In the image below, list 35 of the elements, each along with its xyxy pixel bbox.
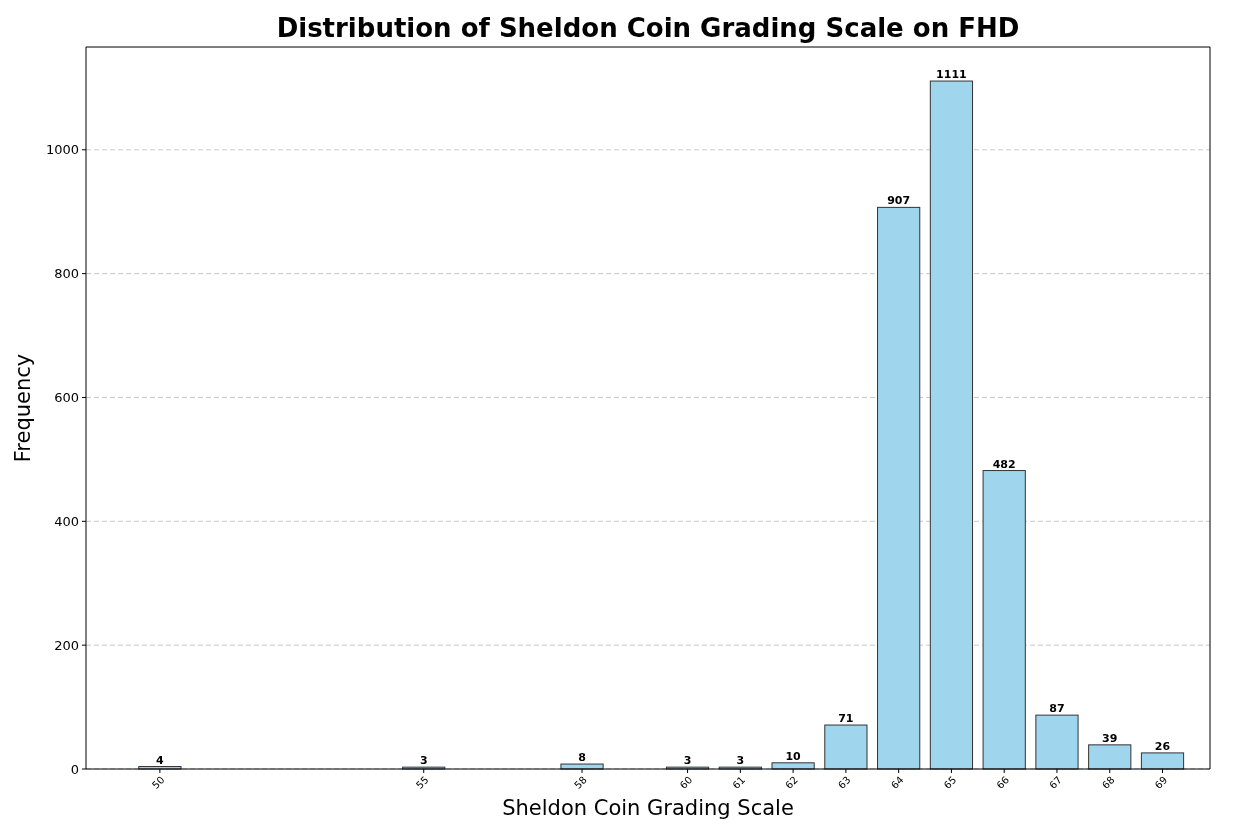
data-label: 26 [1154, 739, 1171, 753]
x-tick-label: 50 [149, 774, 167, 791]
y-axis-title: Frequency [11, 353, 35, 463]
data-label: 8 [578, 751, 586, 765]
x-tick-label: 67 [1047, 774, 1064, 791]
data-label: 4 [156, 753, 165, 767]
x-tick-label: 66 [994, 774, 1012, 791]
x-tick-label: 69 [1152, 774, 1170, 791]
x-axis-title: Sheldon Coin Grading Scale [502, 796, 794, 820]
data-label: 39 [1102, 731, 1118, 745]
x-tick-label: 68 [1099, 774, 1117, 791]
data-label: 482 [992, 457, 1016, 471]
data-label: 87 [1049, 702, 1065, 716]
data-label: 71 [838, 712, 854, 726]
y-tick-label: 200 [54, 637, 79, 653]
y-tick-label: 600 [54, 390, 79, 406]
y-tick-label: 400 [54, 513, 79, 529]
data-label: 3 [736, 754, 745, 768]
y-tick-label: 0 [70, 761, 79, 777]
data-label: 3 [683, 754, 692, 768]
x-tick-label: 65 [941, 774, 959, 791]
data-label: 3 [419, 754, 428, 768]
data-label: 907 [887, 194, 911, 208]
y-tick-label: 1000 [45, 142, 79, 158]
x-tick-label: 63 [835, 774, 853, 791]
x-tick-label: 64 [888, 774, 906, 791]
chart-title: Distribution of Sheldon Coin Grading Scale on FHD [276, 13, 1020, 43]
x-tick-label: 55 [413, 774, 431, 791]
data-label: 10 [785, 749, 802, 763]
data-label: 1111 [936, 68, 967, 82]
x-tick-label: 58 [572, 774, 589, 791]
x-tick-label: 61 [730, 774, 748, 791]
x-tick-label: 62 [783, 774, 801, 791]
y-tick-label: 800 [54, 266, 79, 282]
x-tick-label: 60 [677, 774, 695, 791]
